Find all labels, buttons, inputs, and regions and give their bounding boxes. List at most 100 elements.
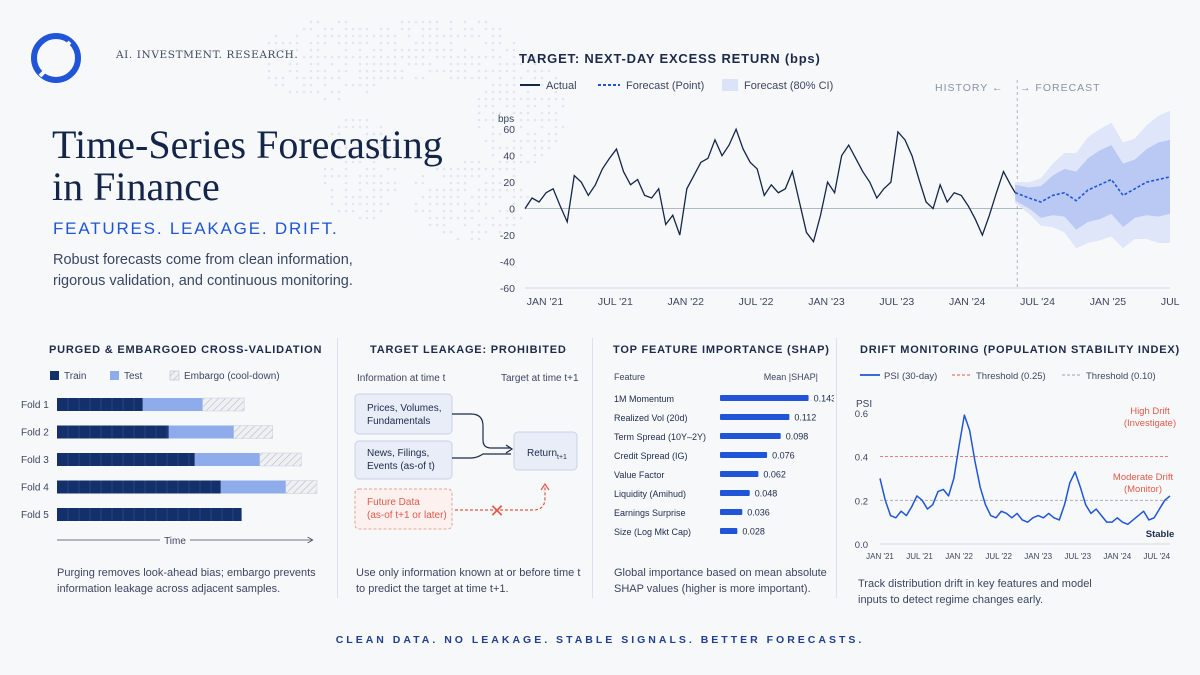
map-dot [505,216,509,220]
title-line-1: Time-Series Forecasting [52,122,443,167]
shap-note-2: SHAP values (higher is more important). [614,583,811,595]
map-dot [512,160,516,164]
map-dot [484,188,488,192]
map-dot [316,62,320,66]
map-dot [414,181,418,185]
psi-ytick-label: 0.6 [855,409,868,420]
map-dot [344,195,348,199]
map-dot [344,62,348,66]
map-dot [505,160,509,164]
map-dot [372,34,376,38]
map-dot [463,48,467,52]
map-dot [442,230,446,234]
map-dot [533,139,537,143]
map-dot [526,69,530,73]
map-dot [477,34,481,38]
arrow-news [452,453,511,459]
map-dot [519,160,523,164]
map-dot [477,237,481,241]
map-dot [344,167,348,171]
map-dot [358,125,362,129]
cv-fold-label: Fold 5 [21,510,49,521]
map-dot [358,202,362,206]
map-dot [505,104,509,108]
map-dot [477,111,481,115]
map-dot [449,209,453,213]
map-dot [379,76,383,80]
map-dot [407,34,411,38]
map-dot [428,34,432,38]
leakage-diagram: Information at time t Target at time t+1… [354,373,579,530]
map-dot [540,146,544,150]
map-dot [484,230,488,234]
map-dot [351,118,355,122]
map-dot [421,48,425,52]
map-dot [330,153,334,157]
map-dot [442,55,446,59]
map-dot [372,55,376,59]
shap-value-label: 0.062 [763,470,786,480]
map-dot [365,27,369,31]
map-dot [519,216,523,220]
map-dot [330,167,334,171]
psi-legend-psi: PSI (30-day) [884,371,937,382]
map-dot [323,69,327,73]
main-ytick-label: -20 [500,230,515,242]
map-dot [512,97,516,101]
map-dot [519,55,523,59]
shap-value-label: 0.048 [755,489,778,499]
map-dot [540,125,544,129]
cv-embargo-bar [202,397,245,412]
cv-test-bar [194,453,260,466]
map-dot [358,55,362,59]
map-dot [470,34,474,38]
map-dot [449,27,453,31]
map-dot [351,195,355,199]
cv-train-bar [57,453,195,466]
map-dot [421,20,425,24]
main-xtick-label: JAN '21 [527,296,564,308]
map-dot [554,118,558,122]
map-dot [421,34,425,38]
map-dot [435,27,439,31]
map-dot [477,174,481,178]
map-dot [449,55,453,59]
map-dot [421,55,425,59]
cv-fold-label: Fold 2 [21,428,49,439]
map-dot [351,146,355,150]
shap-bar [720,490,750,496]
psi-legend-low: Threshold (0.10) [1086,371,1156,382]
map-dot [358,83,362,87]
map-dot [379,139,383,143]
map-dot [365,41,369,45]
map-dot [316,55,320,59]
map-dot [393,167,397,171]
map-dot [358,118,362,122]
shap-bar [720,528,738,534]
map-dot [491,132,495,136]
map-dot [512,202,516,206]
map-dot [498,62,502,66]
map-dot [477,20,481,24]
map-dot [498,97,502,101]
prohibited-arrow [455,487,546,511]
psi-series-line [879,414,1171,526]
map-dot [358,62,362,66]
map-dot [512,188,516,192]
main-ytick-label: 60 [503,124,515,136]
map-dot [477,55,481,59]
map-dot [337,55,341,59]
map-dot [484,181,488,185]
map-dot [309,20,313,24]
map-dot [526,90,530,94]
map-dot [547,132,551,136]
map-dot [512,104,516,108]
map-dot [540,111,544,115]
psi-xtick-label: JUL '22 [985,552,1012,561]
map-dot [344,174,348,178]
map-dot [498,223,502,227]
map-dot [365,90,369,94]
map-dot [512,216,516,220]
map-dot [561,125,565,129]
map-dot [470,195,474,199]
